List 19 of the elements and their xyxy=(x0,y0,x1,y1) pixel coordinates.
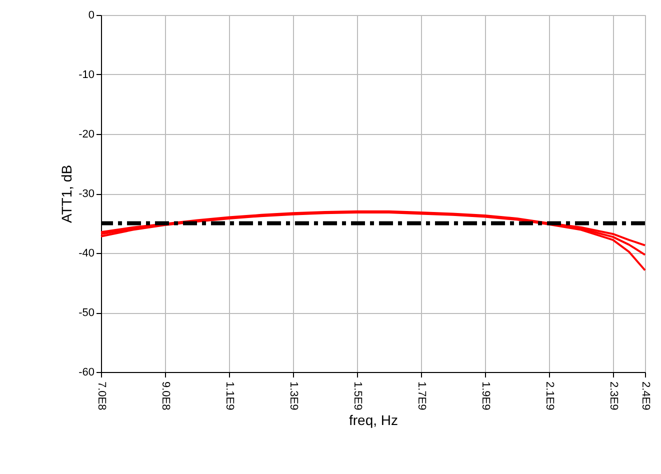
y-tick-label: -30 xyxy=(78,188,94,200)
y-axis-title: ATT1, dB xyxy=(58,164,75,224)
y-tick-label: -20 xyxy=(78,128,94,140)
x-tick-label: 7.0E8 xyxy=(96,382,108,410)
x-tick-label: 1.5E9 xyxy=(352,382,364,410)
y-tick-label: -40 xyxy=(78,248,94,260)
y-tick-label: -50 xyxy=(78,307,94,319)
x-tick-label: 1.3E9 xyxy=(288,382,300,410)
x-axis-title: freq, Hz xyxy=(348,412,398,428)
x-tick-label: 9.0E8 xyxy=(160,382,172,410)
x-tick-label: 2.3E9 xyxy=(608,382,620,410)
x-tick-label: 2.1E9 xyxy=(544,382,556,410)
y-tick-label: -10 xyxy=(78,69,94,81)
x-tick-label: 1.1E9 xyxy=(224,382,236,410)
x-tick-label: 1.7E9 xyxy=(416,382,428,410)
y-tick-label: -60 xyxy=(78,366,94,378)
x-tick-label: 1.9E9 xyxy=(480,382,492,410)
x-tick-label: 2.4E9 xyxy=(640,382,652,410)
y-tick-label: 0 xyxy=(88,10,94,22)
